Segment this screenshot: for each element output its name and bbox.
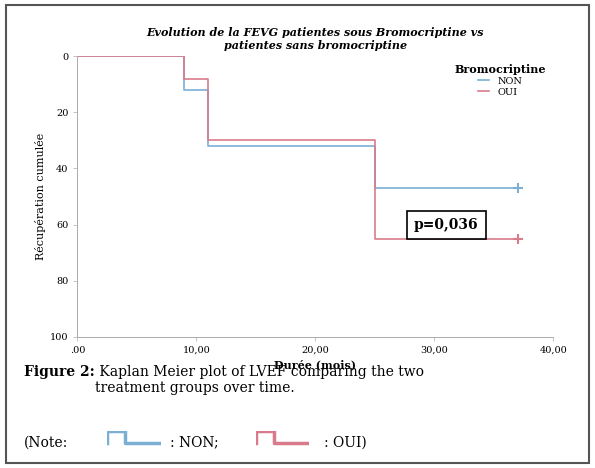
Text: p=0,036: p=0,036 [414,218,478,232]
Text: (Note:: (Note: [24,435,68,449]
Text: : NON;: : NON; [170,435,218,449]
Legend: NON, OUI: NON, OUI [451,61,549,100]
Text: : OUI): : OUI) [324,435,367,449]
Text: Kaplan Meier plot of LVEF comparing the two
treatment groups over time.: Kaplan Meier plot of LVEF comparing the … [95,365,424,395]
Y-axis label: Récupération cumulée: Récupération cumulée [35,133,46,260]
X-axis label: Durée (mois): Durée (mois) [274,359,356,370]
Title: Evolution de la FEVG patientes sous Bromocriptine vs
patientes sans bromocriptin: Evolution de la FEVG patientes sous Brom… [146,28,484,51]
Text: Figure 2:: Figure 2: [24,365,95,379]
